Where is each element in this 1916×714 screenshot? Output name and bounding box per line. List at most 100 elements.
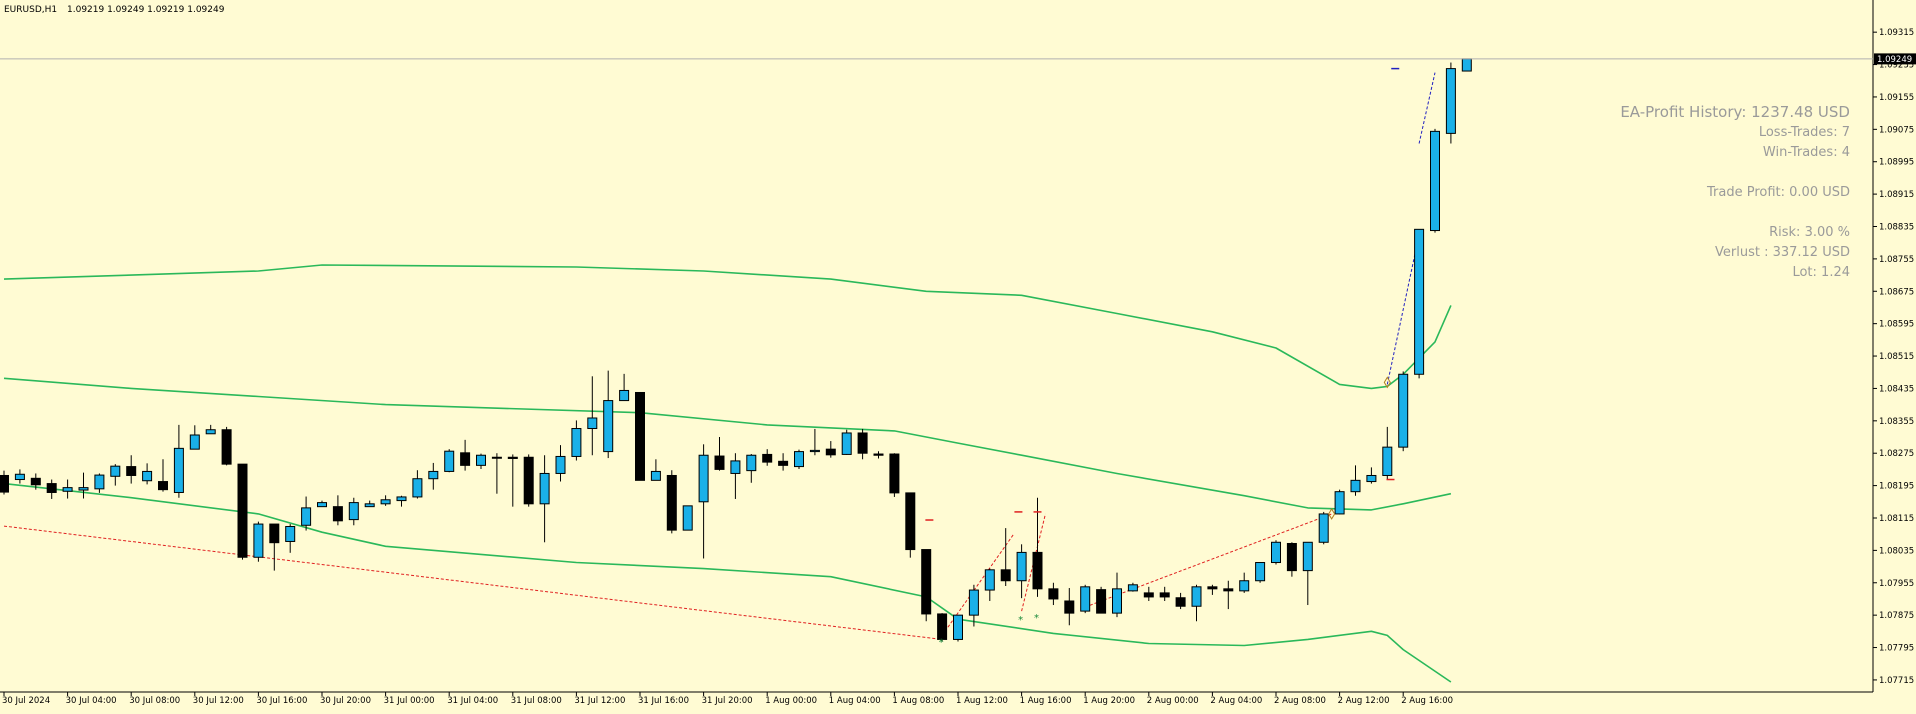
price-tick-label: 1.07795 [1879, 644, 1914, 654]
candle-body [205, 429, 216, 435]
band-middle [3, 377, 1452, 511]
bollinger-bands [3, 264, 1452, 683]
candle [491, 453, 502, 494]
time-tick-label: 1 Aug 16:00 [1020, 696, 1072, 706]
candle [460, 439, 471, 471]
candle-body [1016, 551, 1027, 582]
price-tick-label: 1.08835 [1879, 222, 1914, 232]
candle-body [14, 473, 25, 481]
candle [237, 463, 248, 560]
candle [507, 454, 518, 507]
candle [1334, 489, 1345, 515]
candle-body [1461, 58, 1472, 72]
time-tick-label: 30 Jul 20:00 [320, 696, 371, 706]
time-tick-label: 30 Jul 04:00 [66, 696, 117, 706]
price-tick-label: 1.08595 [1879, 320, 1914, 330]
candle-body [285, 525, 296, 542]
time-tick-label: 30 Jul 08:00 [129, 696, 180, 706]
candle-body [94, 474, 105, 490]
candle-body [1064, 600, 1075, 614]
time-tick-label: 1 Aug 20:00 [1083, 696, 1135, 706]
candle [1159, 586, 1170, 601]
trade-marker-star: * [1034, 613, 1039, 624]
candle-body [889, 453, 900, 494]
candle [1271, 540, 1281, 565]
candle [921, 549, 932, 622]
candle [269, 523, 280, 571]
candle-body [253, 523, 264, 558]
candle-body [1096, 589, 1107, 614]
candle [714, 437, 725, 471]
price-axis-labels: 1.09315 1.09235 1.09155 1.09075 1.08995 1.089… [1873, 28, 1914, 686]
candle [78, 472, 89, 499]
time-tick-label: 1 Aug 04:00 [829, 696, 881, 706]
time-tick-label: 30 Jul 2024 [2, 696, 50, 706]
candle [1430, 128, 1440, 233]
band-lower [3, 482, 1452, 683]
candle-body [1143, 592, 1154, 598]
time-tick-label: 31 Jul 20:00 [702, 696, 753, 706]
candle [158, 459, 168, 492]
candle-body [841, 432, 852, 455]
candle [1175, 592, 1186, 610]
candle-body [332, 506, 343, 522]
candle-body [1159, 592, 1170, 598]
candle-body [523, 456, 534, 505]
candle-body [1350, 479, 1361, 493]
price-tick-label: 1.09155 [1879, 93, 1914, 103]
candle-body [571, 428, 582, 457]
candle-body [444, 450, 455, 472]
candle [221, 426, 232, 466]
trade-marker-diamond [1328, 507, 1336, 520]
price-tick-label: 1.09315 [1879, 28, 1914, 38]
trade-line [3, 525, 943, 640]
time-tick-label: 2 Aug 00:00 [1147, 696, 1199, 706]
price-tick-label: 1.08675 [1879, 287, 1914, 297]
price-tick-label: 1.08115 [1879, 514, 1914, 524]
price-tick-label: 1.07875 [1879, 611, 1914, 621]
candle-body [1334, 491, 1345, 515]
candle [205, 424, 216, 435]
candle [1127, 582, 1138, 592]
candle-body [30, 477, 41, 486]
candle [0, 470, 9, 495]
trade-line [1085, 513, 1332, 608]
candle [1064, 588, 1075, 626]
current-price-tag [1874, 53, 1916, 65]
candle [1255, 562, 1266, 583]
time-tick-label: 2 Aug 12:00 [1338, 696, 1390, 706]
candle [1382, 426, 1393, 480]
candle-body [635, 391, 645, 481]
candle [1461, 58, 1472, 72]
candle [94, 473, 105, 493]
candle-body [1430, 130, 1440, 232]
candle [253, 521, 264, 562]
candle-body [603, 400, 614, 453]
candle-body [1271, 541, 1281, 564]
time-tick-label: 2 Aug 08:00 [1274, 696, 1326, 706]
candle-body [1239, 580, 1250, 592]
candle [682, 505, 693, 531]
current-price-label: 1.09249 [1877, 55, 1912, 65]
candle [1239, 572, 1250, 593]
time-axis-labels: 30 Jul 2024 30 Jul 04:00 30 Jul 08:00 30 Ju… [2, 692, 1453, 706]
candle [873, 451, 884, 459]
candle [476, 453, 486, 470]
candle [825, 441, 836, 458]
candle [650, 459, 661, 481]
candle-body [348, 502, 359, 521]
candle-body [746, 454, 757, 472]
candle-body [364, 503, 375, 508]
candle [301, 496, 312, 531]
candle [110, 464, 121, 486]
price-tick-label: 1.08195 [1879, 482, 1914, 492]
candle [555, 445, 566, 482]
candle-body [412, 478, 423, 498]
candle-body [491, 456, 502, 459]
candle-body [714, 455, 725, 470]
candle [603, 370, 614, 459]
time-tick-label: 31 Jul 00:00 [384, 696, 435, 706]
